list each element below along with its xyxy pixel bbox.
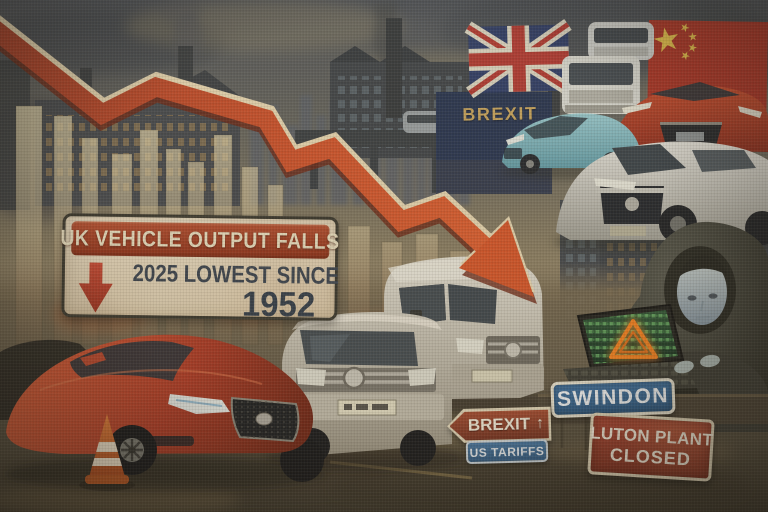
swindon-label: SWINDON [556,384,670,411]
swindon-sign: SWINDON [550,377,676,419]
billboard-header: UK VEHICLE OUTPUT FALLS [61,221,340,259]
brexit-direction-sign: BREXIT ↑ [447,407,552,444]
billboard-sign: UK VEHICLE OUTPUT FALLS 2025 LOWEST SINC… [61,213,340,325]
red-car-topright [612,82,768,152]
brexit-wall-label: BREXIT [462,103,538,125]
hacker-hands [674,354,720,374]
us-tariffs-label: US TARIFFS [469,443,545,460]
luton-line2: CLOSED [609,444,692,470]
billboard-headline: UK VEHICLE OUTPUT FALLS [60,225,341,254]
trend-arrow-icon [0,15,537,304]
us-tariffs-sign: US TARIFFS [465,438,549,465]
traffic-cone-icon [79,414,135,491]
uk-flag-icon [464,19,574,99]
hacker-face [677,259,727,325]
up-arrow-icon: ↑ [535,414,545,433]
white-suv [553,141,768,252]
luton-plant-sign: LUTON PLANT CLOSED [587,412,715,482]
billboard-year: 1952 [241,284,316,325]
warning-triangle-icon [609,319,658,359]
stacked-vans [562,22,654,114]
down-arrow-icon [78,262,113,312]
brexit-sign-label: BREXIT [467,414,531,435]
